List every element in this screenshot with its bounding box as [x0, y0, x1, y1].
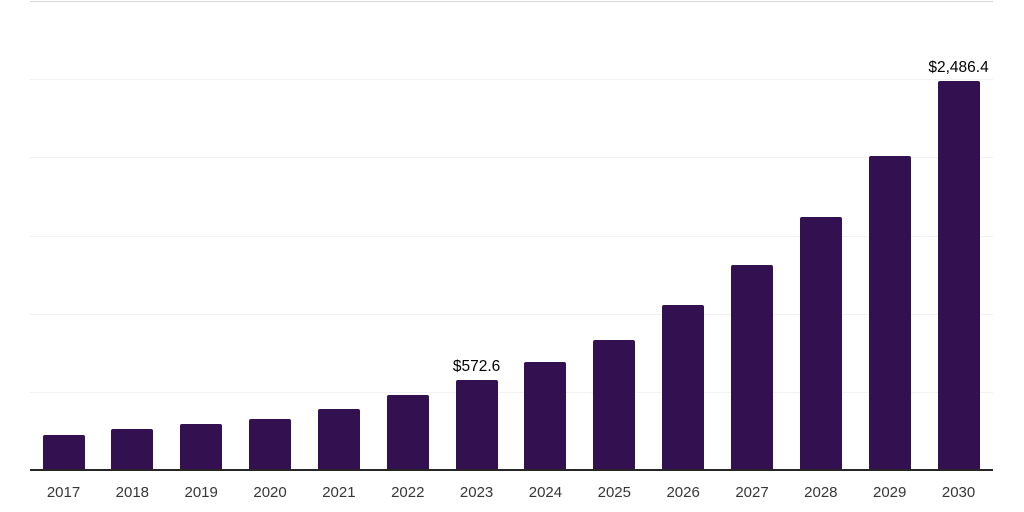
- bar-2023: [455, 380, 498, 470]
- bar-2029: [868, 156, 911, 470]
- x-axis-label-2018: 2018: [115, 484, 150, 501]
- x-axis-label-2019: 2019: [184, 484, 218, 501]
- bar-2030: [937, 81, 980, 470]
- x-axis-label-2021: 2021: [322, 484, 356, 501]
- gridline-1000: [30, 313, 993, 315]
- x-axis-line: [30, 469, 993, 471]
- x-axis-label-2030: 2030: [941, 484, 976, 501]
- x-axis-label-2022: 2022: [391, 484, 425, 501]
- x-axis-label-2027: 2027: [735, 484, 769, 501]
- x-axis-label-2026: 2026: [666, 484, 700, 501]
- bar-2021: [317, 409, 360, 470]
- value-label-2030: $2,486.4: [928, 59, 989, 77]
- plot-area: 2017 2018 2019 2020 2021 2022 $572.6 2023 2024 20…: [30, 0, 993, 500]
- x-axis-label-2023: 2023: [459, 484, 494, 501]
- x-axis-label-2028: 2028: [804, 484, 838, 501]
- value-label-2023: $572.6: [452, 358, 501, 376]
- x-axis-label-2020: 2020: [253, 484, 287, 501]
- x-axis-label-2025: 2025: [597, 484, 631, 501]
- gridline-2000: [30, 157, 993, 159]
- gridline-500: [30, 391, 993, 393]
- bar-2022: [386, 394, 429, 470]
- x-axis-label-2017: 2017: [46, 484, 81, 501]
- x-axis-label-2029: 2029: [873, 484, 907, 501]
- bar-2026: [662, 304, 705, 470]
- bar-2025: [593, 339, 636, 470]
- gridline-1500: [30, 235, 993, 237]
- bar-2028: [799, 216, 842, 470]
- bar-2027: [731, 265, 773, 470]
- gridline-3000: [30, 1, 993, 2]
- bar-2024: [524, 361, 567, 470]
- bar-2017: [42, 434, 85, 470]
- bar-2019: [180, 424, 223, 470]
- x-axis-label-2024: 2024: [528, 484, 563, 501]
- bar-2020: [249, 419, 292, 470]
- gridline-2500: [30, 79, 993, 81]
- bar-2018: [111, 428, 154, 470]
